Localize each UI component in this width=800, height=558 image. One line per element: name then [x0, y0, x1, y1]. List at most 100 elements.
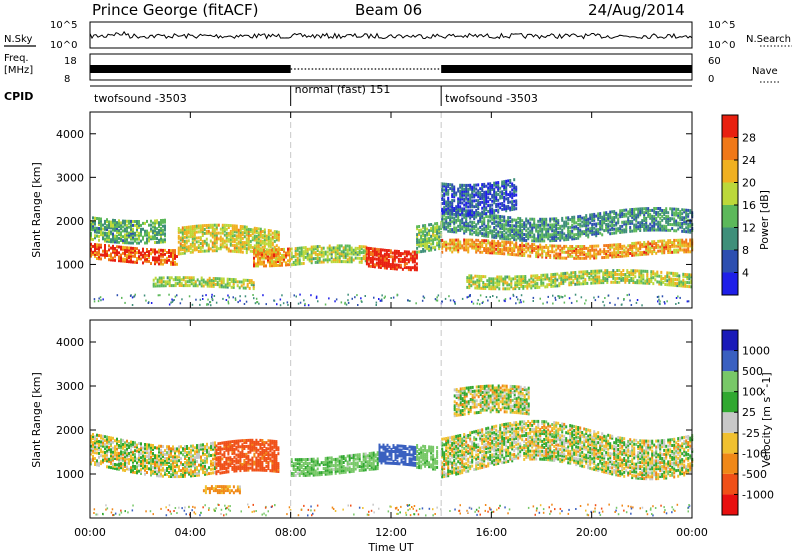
power-cell [376, 262, 378, 265]
power-cell [210, 240, 212, 243]
power-cell [550, 273, 552, 276]
power-cell [487, 247, 489, 250]
power-cell [140, 228, 142, 231]
power-cell [607, 223, 609, 226]
power-cell [589, 221, 591, 224]
power-cell [319, 257, 321, 260]
power-cell [428, 229, 430, 232]
power-cell [513, 224, 515, 227]
power-cell [482, 275, 484, 278]
power-cell [140, 252, 142, 255]
power-speckle [124, 302, 126, 304]
power-speckle [100, 296, 102, 298]
power-cell [681, 249, 683, 252]
velocity-cell [100, 454, 102, 457]
power-cell [686, 273, 688, 276]
power-speckle [657, 296, 659, 298]
power-cell [453, 213, 455, 216]
power-cell [110, 221, 112, 224]
power-cell [613, 216, 615, 219]
power-speckle [471, 301, 473, 303]
power-cell [604, 269, 606, 272]
power-cell [154, 241, 156, 244]
power-cell [498, 287, 500, 290]
power-cell [661, 225, 663, 228]
power-speckle [564, 302, 566, 304]
power-cell [603, 212, 605, 215]
power-band-6 [366, 247, 418, 272]
power-cell [384, 253, 386, 256]
power-cell [617, 227, 619, 230]
power-cell [160, 249, 162, 252]
power-cell [159, 284, 161, 287]
power-cell [459, 184, 461, 187]
power-cell [447, 197, 449, 200]
power-cell [515, 199, 517, 202]
power-cell [239, 280, 241, 283]
power-cell [463, 188, 465, 191]
power-speckle [175, 296, 177, 298]
power-cell [570, 271, 572, 274]
power-cell [469, 194, 471, 197]
power-cell [665, 215, 667, 218]
power-cell [527, 243, 529, 246]
power-cell [507, 193, 509, 196]
power-cell [331, 260, 333, 263]
velocity-cell [98, 440, 100, 443]
power-cell [683, 209, 685, 212]
power-cell [449, 187, 451, 190]
power-cell [655, 207, 657, 210]
power-cell [669, 245, 671, 248]
power-speckle [435, 298, 437, 300]
power-cell [481, 220, 483, 223]
power-cell [528, 279, 530, 282]
power-cell [164, 232, 166, 235]
power-cell [337, 244, 339, 247]
power-cell [392, 252, 394, 255]
power-speckle [210, 304, 212, 306]
power-cell [184, 236, 186, 239]
power-cell [643, 211, 645, 214]
power-cell [655, 217, 657, 220]
power-cell [551, 233, 553, 236]
power-cell [329, 258, 331, 261]
power-cell [527, 247, 529, 250]
power-cell [563, 221, 565, 224]
power-cell [589, 214, 591, 217]
power-cell [162, 259, 164, 262]
power-cell [545, 228, 547, 231]
power-speckle [252, 294, 254, 296]
power-cell [584, 270, 586, 273]
power-cell [659, 240, 661, 243]
power-cell [164, 225, 166, 228]
power-cell [426, 237, 428, 240]
power-cell [146, 248, 148, 251]
noise-left-tick-lo: 10^0 [50, 40, 77, 51]
power-cell [686, 285, 688, 288]
power-cell [459, 241, 461, 244]
power-cell [663, 240, 665, 243]
power-cell [497, 215, 499, 218]
power-cell [637, 253, 639, 256]
power-cell [624, 273, 626, 276]
power-cell [670, 272, 672, 275]
power-cell [120, 246, 122, 249]
power-cell [323, 247, 325, 250]
power-cell [396, 264, 398, 267]
power-cell [394, 250, 396, 253]
power-cell [581, 224, 583, 227]
power-cell [513, 243, 515, 246]
power-speckle [287, 304, 289, 306]
power-cell [625, 247, 627, 250]
power-cell [124, 233, 126, 236]
power-cell [233, 278, 235, 281]
power-cell [497, 230, 499, 233]
power-cell [406, 266, 408, 269]
power-cell [497, 203, 499, 206]
power-cell [349, 256, 351, 259]
velocity-cell [98, 452, 100, 455]
power-cell [529, 251, 531, 254]
power-speckle [482, 302, 484, 304]
power-cell [206, 242, 208, 245]
power-cell [542, 274, 544, 277]
